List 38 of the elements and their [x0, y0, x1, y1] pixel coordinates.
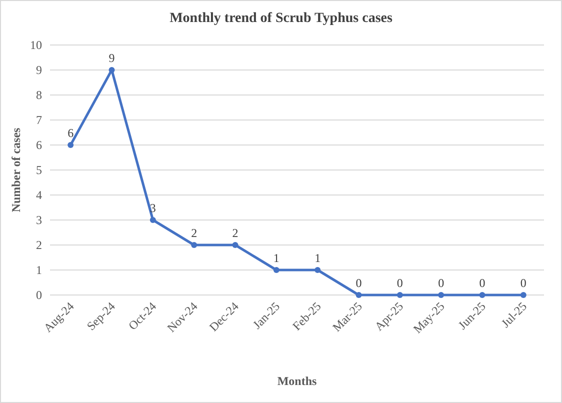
point: [191, 242, 198, 248]
point: [232, 242, 238, 248]
point: [396, 292, 403, 298]
data-label: 2: [232, 226, 238, 240]
data-label: 1: [273, 251, 280, 265]
point: [438, 292, 444, 298]
y-tick-label: 8: [36, 88, 42, 102]
data-label: 0: [479, 276, 486, 290]
point: [150, 217, 156, 223]
y-tick-label: 7: [36, 113, 42, 128]
data-label: 0: [356, 276, 362, 290]
y-tick-label: 1: [36, 263, 42, 278]
y-tick-label: 4: [36, 188, 42, 202]
chart-title: Monthly trend of Scrub Typhus cases: [170, 11, 393, 26]
point: [520, 292, 526, 298]
y-tick-label: 6: [36, 138, 42, 152]
point: [479, 292, 486, 298]
point: [273, 267, 280, 273]
y-tick-label: 0: [36, 288, 42, 302]
point: [68, 142, 74, 148]
data-label: 2: [191, 226, 198, 240]
data-label: 0: [396, 276, 403, 290]
y-tick-label: 10: [30, 38, 42, 52]
y-tick-label: 5: [36, 163, 42, 178]
point: [314, 267, 321, 273]
y-tick-label: 2: [36, 238, 42, 252]
y-tick-label: 3: [36, 213, 42, 228]
data-label: 0: [438, 276, 444, 290]
y-axis-title: Number of cases: [9, 127, 23, 212]
x-axis-title: Months: [277, 374, 317, 388]
point: [108, 67, 115, 73]
data-label: 0: [520, 276, 526, 290]
y-tick-label: 9: [36, 63, 42, 78]
data-label: 1: [314, 251, 321, 265]
data-label: 6: [68, 126, 74, 140]
point: [356, 292, 362, 298]
data-label: 3: [150, 201, 156, 215]
data-label: 9: [108, 51, 115, 65]
